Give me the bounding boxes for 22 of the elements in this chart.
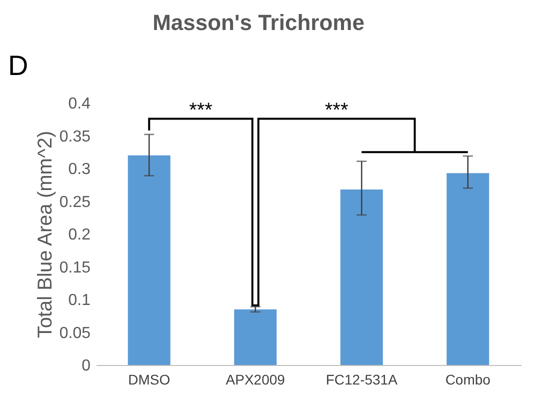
x-tick-label: Combo xyxy=(445,372,491,388)
annotation: *** xyxy=(189,100,213,122)
y-tick-label: 0.2 xyxy=(68,226,91,244)
y-tick-label: 0.1 xyxy=(68,292,91,309)
text: D xyxy=(8,50,28,81)
bar xyxy=(234,309,277,365)
y-tick-label: 0 xyxy=(82,358,91,374)
chart-title: Masson's Trichrome xyxy=(152,10,364,35)
bar xyxy=(446,173,490,365)
annotation: *** xyxy=(324,100,348,122)
y-tick-label: 0.05 xyxy=(59,324,91,342)
y-tick-label: 0.15 xyxy=(59,259,91,276)
y-axis-title: Total Blue Area (mm^2) xyxy=(34,130,56,338)
x-tick-label: FC12-531A xyxy=(326,372,398,388)
x-tick-label: DMSO xyxy=(128,372,170,388)
y-tick-label: 0.35 xyxy=(59,128,91,146)
y-tick-label: 0.4 xyxy=(68,96,91,112)
bar xyxy=(128,155,170,365)
y-tick-label: 0.3 xyxy=(68,161,91,178)
y-tick-label: 0.25 xyxy=(59,194,91,211)
x-tick-label: APX2009 xyxy=(226,372,286,388)
bar xyxy=(340,189,383,365)
